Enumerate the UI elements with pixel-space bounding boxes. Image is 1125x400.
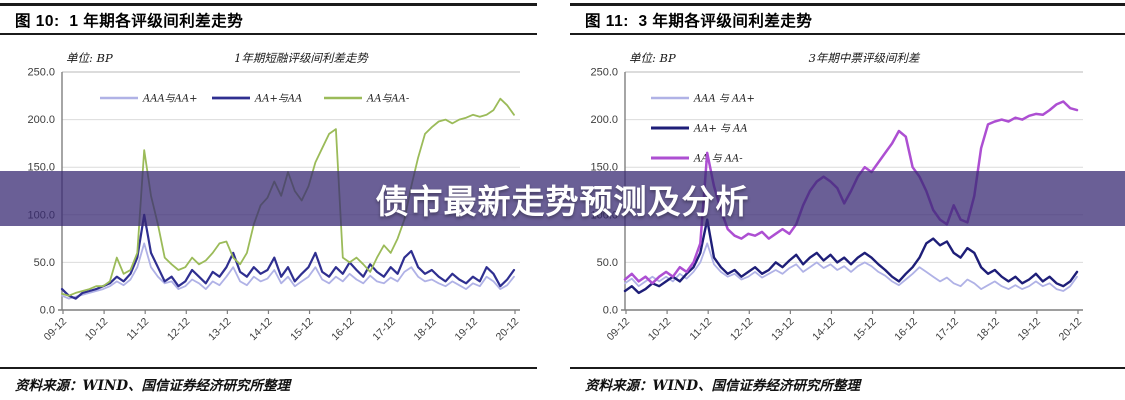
x-tick-label: 10-12 xyxy=(83,316,111,344)
x-tick-label: 09-12 xyxy=(605,316,633,344)
y-tick-label: 0.0 xyxy=(603,305,618,317)
y-tick-label: 250.0 xyxy=(590,67,618,79)
chart-title: 3年期中票评级间利差 xyxy=(809,51,921,65)
footer-rule xyxy=(0,367,537,369)
x-tick-label: 16-12 xyxy=(329,316,357,344)
x-tick-label: 14-12 xyxy=(247,316,275,344)
x-tick-label: 19-12 xyxy=(1016,316,1044,344)
x-tick-label: 18-12 xyxy=(974,316,1002,344)
y-tick-label: 200.0 xyxy=(27,114,55,126)
x-tick-label: 17-12 xyxy=(370,316,398,344)
spread-chart-1y: 0.050.0100.0150.0200.0250.009-1210-1211-… xyxy=(27,51,522,344)
legend-label: AAA 与 AA+ xyxy=(693,93,755,105)
y-tick-label: 0.0 xyxy=(40,305,55,317)
x-tick-label: 11-12 xyxy=(124,316,151,343)
figure-panel-left: 图 10: 1 年期各评级间利差走势 0.050.0100.0150.0200.… xyxy=(0,0,545,400)
source-note: 资料来源：WIND、国信证券经济研究所整理 xyxy=(15,378,291,394)
watermark-banner: 债市最新走势预测及分析 xyxy=(0,171,1125,226)
top-rule xyxy=(570,3,1125,6)
series-line xyxy=(624,242,1078,292)
top-rule xyxy=(0,3,537,6)
title-rule xyxy=(570,33,1125,35)
legend-label: AAA与AA+ xyxy=(142,93,198,105)
x-tick-label: 14-12 xyxy=(810,316,838,344)
x-tick-label: 13-12 xyxy=(206,316,234,344)
series-line xyxy=(60,213,516,300)
banner-title: 债市最新走势预测及分析 xyxy=(375,182,750,220)
series-line xyxy=(61,242,515,300)
legend-label: AA与AA- xyxy=(366,93,410,105)
x-tick-label: 12-12 xyxy=(165,316,193,344)
legend-label: AA+ 与 AA xyxy=(693,123,748,135)
x-tick-label: 15-12 xyxy=(851,316,879,344)
y-tick-label: 50.0 xyxy=(34,257,55,269)
figure-title: 图 10: 1 年期各评级间利差走势 xyxy=(15,13,244,30)
legend: AAA 与 AA+ AA+ 与 AA AA 与 AA- xyxy=(651,93,755,165)
legend-label: AA+与AA xyxy=(254,93,302,105)
x-tick-label: 16-12 xyxy=(892,316,920,344)
x-tick-label: 15-12 xyxy=(288,316,316,344)
x-tick-label: 13-12 xyxy=(769,316,797,344)
x-tick-label: 20-12 xyxy=(494,316,522,344)
y-tick-label: 50.0 xyxy=(597,257,618,269)
footer-rule xyxy=(570,367,1125,369)
x-tick-label: 20-12 xyxy=(1057,316,1085,344)
x-tick-label: 19-12 xyxy=(453,316,481,344)
x-tick-label: 12-12 xyxy=(728,316,756,344)
legend: AAA与AA+ AA+与AA AA与AA- xyxy=(100,93,410,105)
y-tick-label: 150.0 xyxy=(27,162,55,174)
y-tick-label: 200.0 xyxy=(590,114,618,126)
unit-label: 单位: BP xyxy=(629,51,676,65)
x-tick-label: 10-12 xyxy=(646,316,674,344)
series-line xyxy=(623,218,1079,295)
x-tick-label: 17-12 xyxy=(933,316,961,344)
legend-label: AA 与 AA- xyxy=(693,153,743,165)
title-rule xyxy=(0,33,537,35)
x-tick-label: 09-12 xyxy=(42,316,70,344)
figure-title: 图 11: 3 年期各评级间利差走势 xyxy=(585,13,813,30)
source-note: 资料来源：WIND、国信证券经济研究所整理 xyxy=(585,378,861,394)
unit-label: 单位: BP xyxy=(66,51,113,65)
y-tick-label: 250.0 xyxy=(27,67,55,79)
x-tick-label: 11-12 xyxy=(687,316,714,343)
chart-title: 1年期短融评级间利差走势 xyxy=(234,51,369,65)
x-tick-label: 18-12 xyxy=(411,316,439,344)
y-tick-label: 150.0 xyxy=(590,162,618,174)
